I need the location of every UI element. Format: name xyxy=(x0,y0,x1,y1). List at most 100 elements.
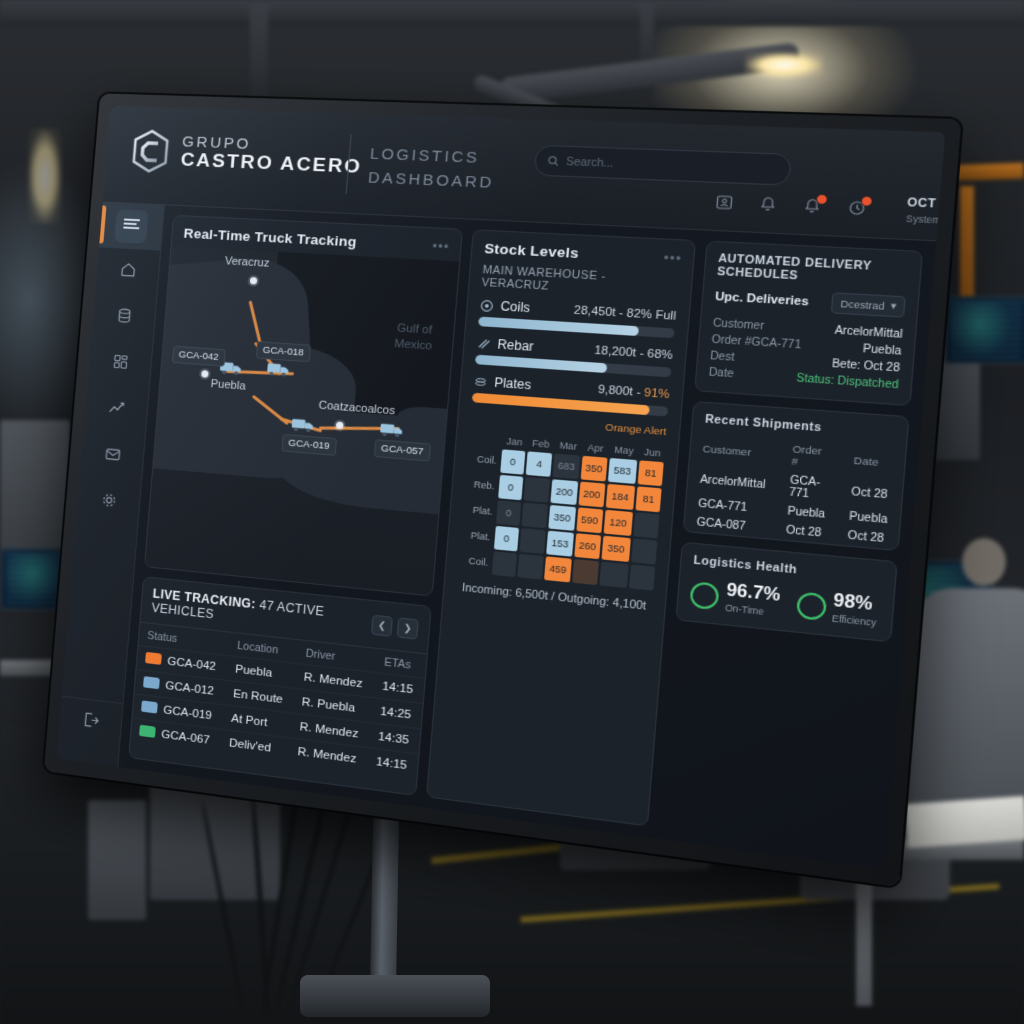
dashboard-screen: GRUPO CASTRO ACERO LOGISTICS DASHBOARD S… xyxy=(56,105,946,870)
sidebar-item-logout[interactable] xyxy=(58,695,123,749)
heatmap-cell[interactable] xyxy=(629,564,656,591)
heatmap-cell[interactable] xyxy=(517,553,545,580)
heatmap-col-feb: Feb xyxy=(531,437,550,450)
truck-marker-gca-018[interactable] xyxy=(267,360,291,377)
dropdown-value: Dcestrad xyxy=(840,297,886,312)
heatmap-col-apr: Apr xyxy=(587,442,604,455)
heatmap-cell[interactable]: 4 xyxy=(525,451,553,477)
gauge-ring-icon xyxy=(689,581,720,611)
heatmap-cell[interactable]: 0 xyxy=(495,500,522,526)
truck-icon xyxy=(138,724,156,738)
heatmap-cell[interactable] xyxy=(523,476,551,503)
field-key: Date xyxy=(708,366,735,381)
heatmap-cell[interactable] xyxy=(571,558,599,586)
truck-marker-gca-019[interactable] xyxy=(291,416,315,433)
heatmap-col-may: May xyxy=(613,444,635,457)
heatmap-col-jun: Jun xyxy=(643,446,662,459)
rs-cell: Oct 28 xyxy=(847,529,885,546)
truck-label-gca-042: GCA-042 xyxy=(171,345,226,367)
chevron-left-icon[interactable]: ❮ xyxy=(370,614,393,637)
heatmap-cell[interactable]: 350 xyxy=(580,455,608,482)
vehicle-id: GCA-019 xyxy=(162,704,213,723)
heatmap-cell[interactable]: 0 xyxy=(493,525,520,552)
map-canvas[interactable]: Gulf of Mexico Veracruz xyxy=(145,246,460,596)
heatmap-cell[interactable]: 81 xyxy=(635,486,662,513)
metric-value: 96.7% xyxy=(725,581,782,606)
heatmap-cell[interactable]: 590 xyxy=(576,507,603,534)
monitor: GRUPO CASTRO ACERO LOGISTICS DASHBOARD S… xyxy=(43,93,962,888)
bell-icon[interactable] xyxy=(757,195,779,215)
chart-line-icon xyxy=(106,398,127,424)
sidebar-item-mail[interactable] xyxy=(80,431,145,482)
sidebar-item-menu[interactable] xyxy=(99,201,165,251)
heatmap-cell[interactable] xyxy=(521,502,549,529)
vehicle-id: GCA-042 xyxy=(166,655,217,674)
rs-cell: Oct 28 xyxy=(850,485,888,502)
gear-icon xyxy=(98,490,119,516)
dashboard-content: Real-Time Truck Tracking ••• Gulf of Mexi… xyxy=(117,204,936,869)
heatmap-cell[interactable] xyxy=(631,538,658,565)
brand-logo-area[interactable]: GRUPO CASTRO ACERO xyxy=(129,128,364,182)
live-tracking-panel: LIVE TRACKING: 47 ACTIVE VEHICLES ❮ ❯ St… xyxy=(128,576,432,796)
stock-panel-menu-icon[interactable]: ••• xyxy=(663,250,683,267)
heatmap-col-jan: Jan xyxy=(505,435,523,448)
logout-icon xyxy=(80,709,101,735)
heatmap-row-label: Reb. xyxy=(473,479,495,492)
coil-icon xyxy=(479,298,494,313)
schedules-dropdown[interactable]: Dcestrad ▾ xyxy=(831,292,906,318)
delivery-schedules-panel: AUTOMATED DELIVERY SCHEDULES Upc. Delive… xyxy=(694,240,924,407)
heatmap-cell[interactable] xyxy=(491,551,518,578)
heatmap-cell[interactable]: 184 xyxy=(605,483,636,510)
rebar-icon xyxy=(476,336,491,351)
rs-cell: Oct 28 xyxy=(785,524,822,540)
monitor-stand-base xyxy=(300,975,490,1017)
stock-item-name: Plates xyxy=(493,375,532,393)
sidebar-item-grid[interactable] xyxy=(88,339,153,389)
upcoming-deliveries-label: Upc. Deliveries xyxy=(714,289,810,309)
map-panel: Real-Time Truck Tracking ••• Gulf of Mexi… xyxy=(143,214,463,597)
heatmap-cell[interactable]: 200 xyxy=(550,479,579,506)
sidebar-item-analytics[interactable] xyxy=(84,385,149,436)
id-card-icon[interactable] xyxy=(714,193,735,212)
heatmap-cell[interactable]: 0 xyxy=(498,474,524,501)
heatmap-cell[interactable]: 81 xyxy=(637,460,664,487)
chevron-right-icon[interactable]: ❯ xyxy=(396,616,419,640)
heatmap-cell[interactable]: 350 xyxy=(601,535,631,563)
stock-item-name: Rebar xyxy=(496,336,535,355)
home-icon xyxy=(117,259,138,284)
gauge-ring-icon xyxy=(795,591,827,621)
heatmap-cell[interactable]: 459 xyxy=(544,556,572,583)
vehicle-id: GCA-012 xyxy=(164,679,215,698)
heatmap-cell[interactable] xyxy=(633,512,660,539)
sidebar-item-database[interactable] xyxy=(91,293,156,343)
rs-col-order: Order # xyxy=(791,443,823,469)
sidebar-item-settings[interactable] xyxy=(76,477,141,529)
stock-item-highlight: 91% xyxy=(643,386,671,402)
vehicle-eta: 14:15 xyxy=(366,747,419,779)
heatmap-body: Coil. 0 4 683 350 583 81 Reb. 0 200 200 184 81 Plat. 0… xyxy=(458,447,664,591)
heatmap-cell[interactable] xyxy=(519,528,547,555)
heatmap-cell[interactable]: 583 xyxy=(607,457,638,484)
subtitle-line-2: DASHBOARD xyxy=(367,168,495,192)
clock-alert-icon[interactable] xyxy=(846,195,874,218)
rs-cell: GCA-771 xyxy=(788,474,821,501)
heatmap-row-label: Plat. xyxy=(472,504,493,517)
heatmap-row-label: Coil. xyxy=(476,453,498,466)
heatmap-cell[interactable]: 120 xyxy=(603,509,633,537)
heatmap-cell[interactable]: 153 xyxy=(546,530,574,557)
sidebar-item-home[interactable] xyxy=(95,247,160,297)
heatmap-cell[interactable]: 260 xyxy=(574,533,601,560)
stock-item-value: 9,800t - xyxy=(597,383,645,400)
map-panel-menu-icon[interactable]: ••• xyxy=(431,238,451,255)
search-input[interactable]: Search... xyxy=(533,144,792,186)
heatmap-cell[interactable] xyxy=(598,561,629,589)
bell-alert-icon[interactable] xyxy=(801,193,829,216)
truck-icon xyxy=(145,651,162,665)
heatmap-cell[interactable]: 683 xyxy=(552,453,581,480)
heatmap-cell[interactable]: 0 xyxy=(500,449,526,475)
metric-value: 98% xyxy=(832,591,874,615)
metric-on-time: 96.7% On-Time xyxy=(689,579,781,619)
truck-marker-gca-057[interactable] xyxy=(380,421,405,439)
heatmap-cell[interactable]: 200 xyxy=(578,481,605,508)
heatmap-cell[interactable]: 350 xyxy=(548,504,576,531)
